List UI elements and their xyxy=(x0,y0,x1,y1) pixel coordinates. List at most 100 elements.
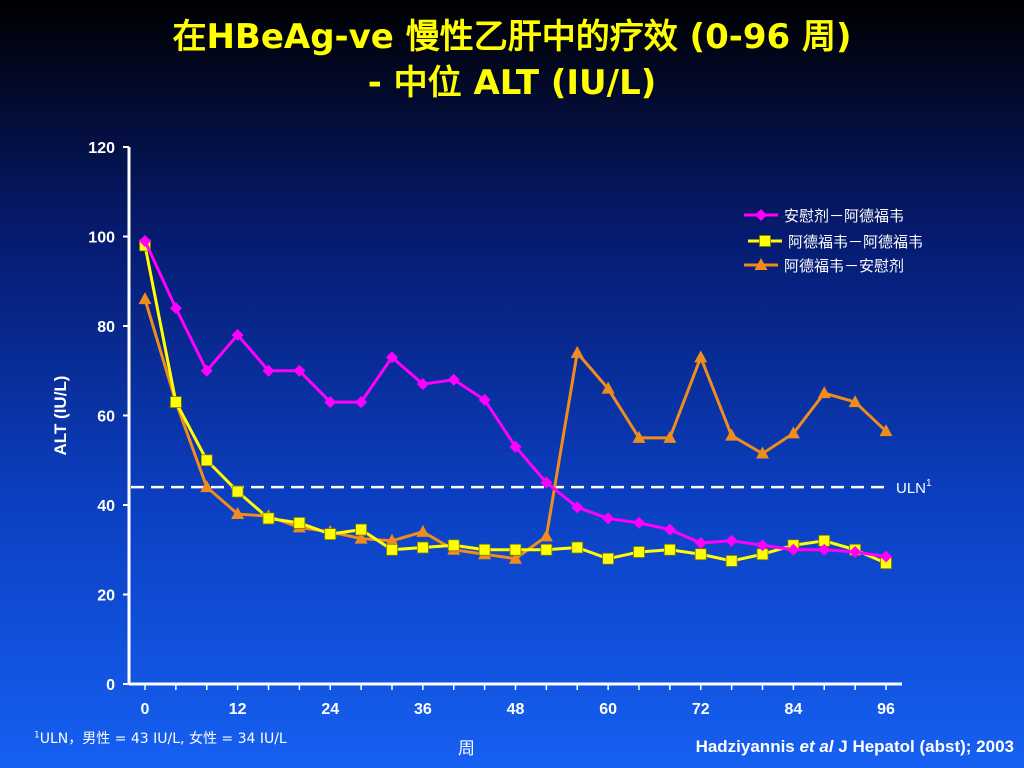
x-tick-label: 48 xyxy=(507,701,525,718)
legend-label: 阿德福韦－阿德福韦 xyxy=(788,233,923,251)
y-tick-label: 60 xyxy=(97,409,115,426)
data-point xyxy=(633,516,645,529)
data-point xyxy=(509,551,522,564)
data-point xyxy=(725,428,739,441)
legend-item-1: 安慰剂－阿德福韦 xyxy=(744,207,904,225)
footnote-text: ULN，男性 = 43 IU/L, 女性 = 34 IU/L xyxy=(39,731,287,747)
legend-item-3: 阿德福韦－安慰剂 xyxy=(744,257,904,275)
data-point xyxy=(447,373,460,386)
legend-item-2: 阿德福韦－阿德福韦 xyxy=(748,233,923,251)
data-point xyxy=(169,302,182,315)
data-point xyxy=(787,543,800,556)
series-1 xyxy=(139,234,892,563)
data-point xyxy=(324,528,337,540)
y-tick-label: 40 xyxy=(97,498,115,515)
data-point xyxy=(509,543,522,556)
data-point xyxy=(570,345,584,358)
title-line-1: 在HBeAg-ve 慢性乙肝中的疗效 (0-96 周) xyxy=(172,17,852,57)
x-tick-label: 84 xyxy=(784,701,802,718)
data-point xyxy=(354,531,368,544)
citation-author: Hadziyannis xyxy=(695,737,795,756)
data-point xyxy=(880,550,892,563)
uln-label-text: ULN xyxy=(896,480,926,497)
citation-etal: et al xyxy=(799,737,834,756)
x-tick-label: 72 xyxy=(692,701,710,718)
data-point xyxy=(478,543,491,556)
uln-reference-line: ULN1 xyxy=(131,478,932,497)
data-point xyxy=(138,292,152,305)
data-point xyxy=(601,381,615,394)
chart-title: 在HBeAg-ve 慢性乙肝中的疗效 (0-96 周) - 中位 ALT (IU… xyxy=(0,14,1024,106)
legend-marker xyxy=(754,258,768,270)
x-tick-label: 96 xyxy=(877,701,895,718)
series-3 xyxy=(138,292,893,564)
data-point xyxy=(725,555,738,567)
x-tick-label: 0 xyxy=(141,701,150,718)
data-point xyxy=(262,364,275,377)
data-point xyxy=(849,545,862,558)
data-point xyxy=(663,523,676,536)
data-point xyxy=(200,480,214,493)
data-point xyxy=(848,395,862,408)
data-point xyxy=(725,534,738,547)
data-point xyxy=(139,234,151,247)
uln-footnote: 1ULN，男性 = 43 IU/L, 女性 = 34 IU/L xyxy=(34,728,287,748)
data-point xyxy=(540,476,553,489)
chart-series xyxy=(138,234,893,570)
y-tick-label: 120 xyxy=(88,140,115,157)
data-point xyxy=(386,543,398,556)
data-point xyxy=(200,454,213,467)
data-point xyxy=(293,364,306,377)
data-point xyxy=(818,543,831,556)
x-axis-label: 周 xyxy=(458,739,475,759)
data-point xyxy=(539,529,553,542)
data-point xyxy=(385,533,399,546)
data-point xyxy=(231,506,245,519)
data-point xyxy=(602,512,615,525)
data-point xyxy=(231,328,244,341)
y-tick-label: 100 xyxy=(88,230,115,247)
data-point xyxy=(632,430,646,443)
data-point xyxy=(509,440,522,453)
data-point xyxy=(571,501,584,514)
data-point xyxy=(571,541,584,554)
data-point xyxy=(231,485,244,498)
y-axis-label: ALT (IU/L) xyxy=(51,376,70,456)
x-tick-label: 12 xyxy=(229,701,247,718)
uln-label: ULN1 xyxy=(896,478,932,497)
legend-label: 安慰剂－阿德福韦 xyxy=(784,207,904,225)
data-point xyxy=(694,548,707,561)
data-point xyxy=(786,426,800,439)
citation: Hadziyannis et al J Hepatol (abst); 2003 xyxy=(696,737,1014,757)
data-point xyxy=(478,393,491,406)
data-point xyxy=(262,512,275,525)
citation-journal: J Hepatol (abst); 2003 xyxy=(838,737,1014,756)
data-point xyxy=(200,364,213,377)
data-point xyxy=(293,517,306,529)
footnote-marker: 1 xyxy=(34,730,40,741)
data-point xyxy=(169,396,182,408)
data-point xyxy=(602,552,615,565)
data-point xyxy=(355,396,368,409)
data-point xyxy=(756,446,769,459)
data-point xyxy=(416,541,429,554)
data-point xyxy=(416,378,429,391)
data-point xyxy=(324,396,337,409)
data-point xyxy=(756,539,769,552)
x-tick-label: 36 xyxy=(414,701,432,718)
y-tick-label: 80 xyxy=(97,319,115,336)
uln-label-sup: 1 xyxy=(926,478,932,489)
chart-axes: 0 20 40 60 80 100 120 0 12 24 36 48 60 72 84 96 ALT (IU/… xyxy=(51,140,902,718)
data-point xyxy=(416,524,430,537)
series-2 xyxy=(139,239,892,570)
data-point xyxy=(817,386,831,399)
data-point xyxy=(355,523,368,536)
legend-marker xyxy=(759,235,771,247)
data-point xyxy=(663,543,676,556)
y-tick-label: 0 xyxy=(106,677,115,694)
title-line-2: - 中位 ALT (IU/L) xyxy=(367,63,657,103)
legend-marker xyxy=(755,209,767,221)
data-point xyxy=(447,539,460,552)
